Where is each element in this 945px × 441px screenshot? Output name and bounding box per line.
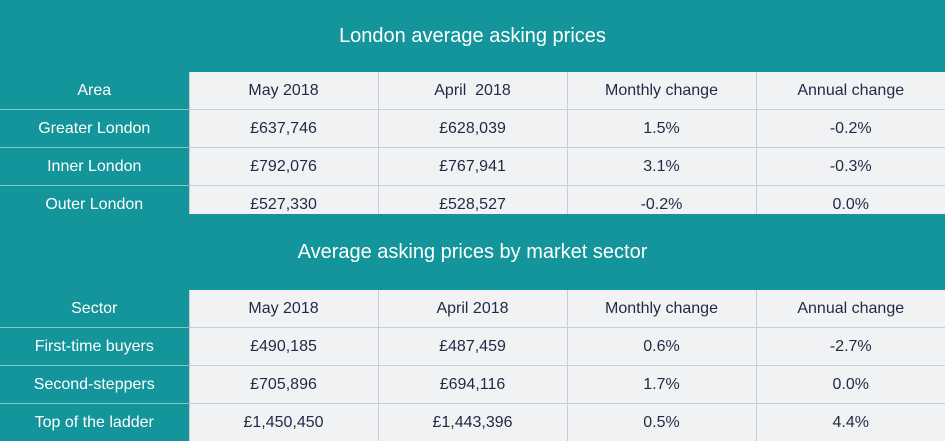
cell-monthly-change: 1.7%	[566, 365, 756, 404]
cell-april: £487,459	[377, 327, 567, 366]
header-annual-change: Annual change	[755, 290, 945, 328]
cell-may: £490,185	[188, 327, 378, 366]
cell-annual-change: -2.7%	[755, 327, 945, 366]
cell-annual-change: -0.3%	[755, 147, 945, 186]
cell-may: £705,896	[188, 365, 378, 404]
cell-april: £767,941	[377, 147, 567, 186]
table-row: Inner London £792,076 £767,941 3.1% -0.3…	[0, 147, 945, 186]
cell-monthly-change: 3.1%	[566, 147, 756, 186]
cell-monthly-change: 1.5%	[566, 109, 756, 148]
cell-may: £637,746	[188, 109, 378, 148]
london-prices-table: Area May 2018 April 2018 Monthly change …	[0, 72, 945, 223]
cell-monthly-change: 0.6%	[566, 327, 756, 366]
row-label: Inner London	[0, 147, 189, 186]
cell-april: £694,116	[377, 365, 567, 404]
market-sector-title: Average asking prices by market sector	[0, 214, 945, 290]
header-monthly-change: Monthly change	[566, 290, 756, 328]
table-header-row: Area May 2018 April 2018 Monthly change …	[0, 72, 945, 110]
header-may-2018: May 2018	[188, 290, 378, 328]
cell-may: £792,076	[188, 147, 378, 186]
row-label: Second-steppers	[0, 365, 189, 404]
row-label: Top of the ladder	[0, 403, 189, 441]
header-april-2018: April 2018	[377, 290, 567, 328]
row-label: First-time buyers	[0, 327, 189, 366]
cell-annual-change: 4.4%	[755, 403, 945, 441]
cell-april: £1,443,396	[377, 403, 567, 441]
header-annual-change: Annual change	[755, 72, 945, 110]
header-monthly-change: Monthly change	[566, 72, 756, 110]
table-row: Greater London £637,746 £628,039 1.5% -0…	[0, 109, 945, 148]
london-prices-title: London average asking prices	[0, 0, 945, 72]
table-row: Second-steppers £705,896 £694,116 1.7% 0…	[0, 365, 945, 404]
row-label: Greater London	[0, 109, 189, 148]
market-sector-table: Sector May 2018 April 2018 Monthly chang…	[0, 290, 945, 441]
cell-annual-change: 0.0%	[755, 365, 945, 404]
header-sector: Sector	[0, 290, 189, 328]
table-row: First-time buyers £490,185 £487,459 0.6%…	[0, 327, 945, 366]
header-april-2018: April 2018	[377, 72, 567, 110]
table-row: Top of the ladder £1,450,450 £1,443,396 …	[0, 403, 945, 441]
cell-may: £1,450,450	[188, 403, 378, 441]
cell-april: £628,039	[377, 109, 567, 148]
header-area: Area	[0, 72, 189, 110]
table-header-row: Sector May 2018 April 2018 Monthly chang…	[0, 290, 945, 328]
cell-monthly-change: 0.5%	[566, 403, 756, 441]
header-may-2018: May 2018	[188, 72, 378, 110]
cell-annual-change: -0.2%	[755, 109, 945, 148]
